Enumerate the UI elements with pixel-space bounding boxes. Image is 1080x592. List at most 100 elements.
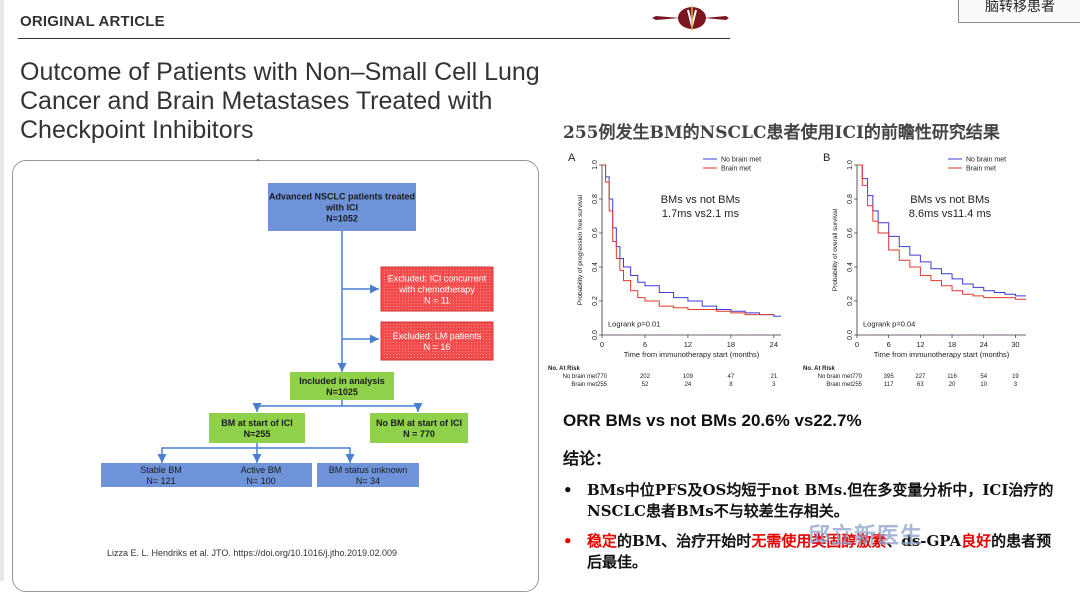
- flow-box-label: N=1025: [326, 387, 358, 397]
- km-series-no-brain-met: [602, 164, 781, 317]
- y-tick-label: 0.6: [847, 228, 854, 238]
- flow-box-label: Stable BM: [140, 465, 182, 475]
- km-series-brain-met: [857, 164, 1026, 300]
- x-axis-label: Time from immunotherapy start (months): [874, 350, 1010, 359]
- flow-box-label: Excluded: ICI concurrent: [388, 274, 487, 284]
- legend-label: No brain met: [966, 157, 1006, 164]
- y-axis-label: Probability of overall survival: [832, 208, 839, 291]
- flow-box-rect: [101, 463, 221, 487]
- x-tick-label: 12: [684, 340, 692, 349]
- orr-comparison: ORR BMs vs not BMs 20.6% vs22.7%: [563, 411, 862, 430]
- header-rule: [18, 38, 730, 39]
- at-risk-value: 3: [1014, 382, 1018, 388]
- y-tick-label: 1.0: [847, 160, 854, 170]
- at-risk-value: 109: [683, 374, 694, 380]
- flow-box-label: BM at start of ICI: [221, 418, 293, 428]
- bullet-text: BMs中位PFS及OS均短于not BMs.但在多变量分析中，ICI治疗的NSC…: [587, 481, 1054, 520]
- x-tick-label: 24: [980, 340, 988, 349]
- at-risk-value: 19: [1012, 374, 1019, 380]
- citation: Lizza E. L. Hendriks et al. JTO. https:/…: [107, 548, 398, 558]
- y-tick-label: 0.4: [592, 262, 599, 272]
- y-tick-label: 0.0: [592, 330, 599, 340]
- flow-box-label: N=255: [244, 429, 271, 439]
- y-tick-label: 0.2: [592, 296, 599, 306]
- flow-box-label: N = 770: [403, 429, 435, 439]
- flow-box-rect: [380, 321, 494, 361]
- at-risk-value: 63: [917, 382, 924, 388]
- km-chart-pfs: A 0.0 0.2 0.4 0.6 0.8 1.0 0 6 12 18 24 Probability o…: [548, 152, 781, 388]
- at-risk-title: No. At Risk: [803, 366, 835, 372]
- panel-letter: A: [568, 152, 576, 164]
- highlight-stable: 稳定: [587, 532, 618, 550]
- flow-box-label: N=1052: [326, 214, 358, 224]
- flow-box-rect: [268, 183, 416, 231]
- flowchart-panel: [12, 160, 539, 592]
- flowchart-arrows: [157, 231, 423, 463]
- at-risk-value: 52: [642, 382, 649, 388]
- flow-box-stable-bm: Stable BMN= 121: [101, 463, 221, 487]
- x-tick-label: 6: [643, 340, 647, 349]
- flow-box-label: Excluded: LM patients: [393, 331, 482, 341]
- y-tick-label: 0.4: [847, 262, 854, 272]
- km-series-no-brain-met: [857, 164, 1026, 297]
- flow-box-rect: [380, 266, 494, 312]
- y-tick-label: 0.8: [592, 194, 599, 204]
- x-tick-label: 30: [1011, 340, 1019, 349]
- median-annotation: 1.7ms vs2.1 ms: [662, 208, 740, 220]
- journal-logo-icon: [652, 6, 729, 30]
- y-axis-label: Probability of progression free survival: [577, 194, 584, 305]
- flow-box-label: No BM at start of ICI: [376, 418, 462, 428]
- corner-tag: 脑转移患者: [958, 0, 1080, 23]
- chinese-heading: 255例发生BM的NSCLC患者使用ICI的前瞻性研究结果: [563, 123, 1000, 143]
- page-edge: [0, 0, 4, 581]
- at-risk-value: 54: [980, 374, 987, 380]
- flow-box-active-bm: Active BMN= 100: [210, 463, 312, 487]
- stray-dot: [257, 159, 259, 161]
- y-tick-label: 1.0: [592, 160, 599, 170]
- highlight-good: 良好: [961, 532, 992, 550]
- bullet-dot: •: [563, 532, 573, 550]
- y-tick-label: 0.2: [847, 296, 854, 306]
- at-risk-value: 117: [884, 382, 894, 388]
- flow-box-label: Active BM: [241, 465, 282, 475]
- at-risk-value: 3: [772, 382, 776, 388]
- x-axis-label: Time from immunotherapy start (months): [624, 350, 760, 359]
- at-risk-value: 770: [852, 374, 863, 380]
- at-risk-value: 20: [949, 382, 956, 388]
- at-risk-row-label: Brain met: [571, 382, 597, 388]
- flow-box-rect: [370, 413, 468, 443]
- flow-box-label: with ICI: [325, 203, 358, 213]
- x-tick-label: 6: [887, 340, 891, 349]
- flow-box-label: with chemotherapy: [398, 285, 475, 295]
- flow-box-rect: [317, 463, 419, 487]
- km-series-brain-met: [602, 164, 774, 316]
- y-tick-label: 0.0: [847, 330, 854, 340]
- flow-box-rect: [210, 463, 312, 487]
- flow-box-rect: [290, 372, 394, 400]
- median-annotation: BMs vs not BMs: [910, 194, 990, 206]
- watermark: 邱立新医生: [808, 524, 924, 549]
- median-annotation: 8.6ms vs11.4 ms: [909, 208, 992, 220]
- at-risk-row-label: Brain met: [826, 382, 852, 388]
- flow-box-label: Included in analysis: [299, 376, 385, 386]
- bullet-segment: 、ds-GPA: [886, 532, 962, 550]
- at-risk-value: 47: [728, 374, 735, 380]
- flow-box-label: N = 16: [424, 342, 451, 352]
- at-risk-value: 8: [729, 382, 733, 388]
- highlight-no-steroids: 无需使用类固醇激素: [751, 532, 887, 550]
- bullet-segment: 的BM、治疗开始时: [617, 532, 752, 550]
- km-chart-os: B 0.0 0.2 0.4 0.6 0.8 1.0 0 6 12 18 24 30 Probability…: [803, 152, 1026, 388]
- at-risk-value: 770: [597, 374, 608, 380]
- at-risk-row-label: No brain met: [818, 374, 853, 380]
- y-tick-label: 0.6: [592, 228, 599, 238]
- at-risk-row-label: No brain met: [563, 374, 598, 380]
- y-tick-label: 0.8: [847, 194, 854, 204]
